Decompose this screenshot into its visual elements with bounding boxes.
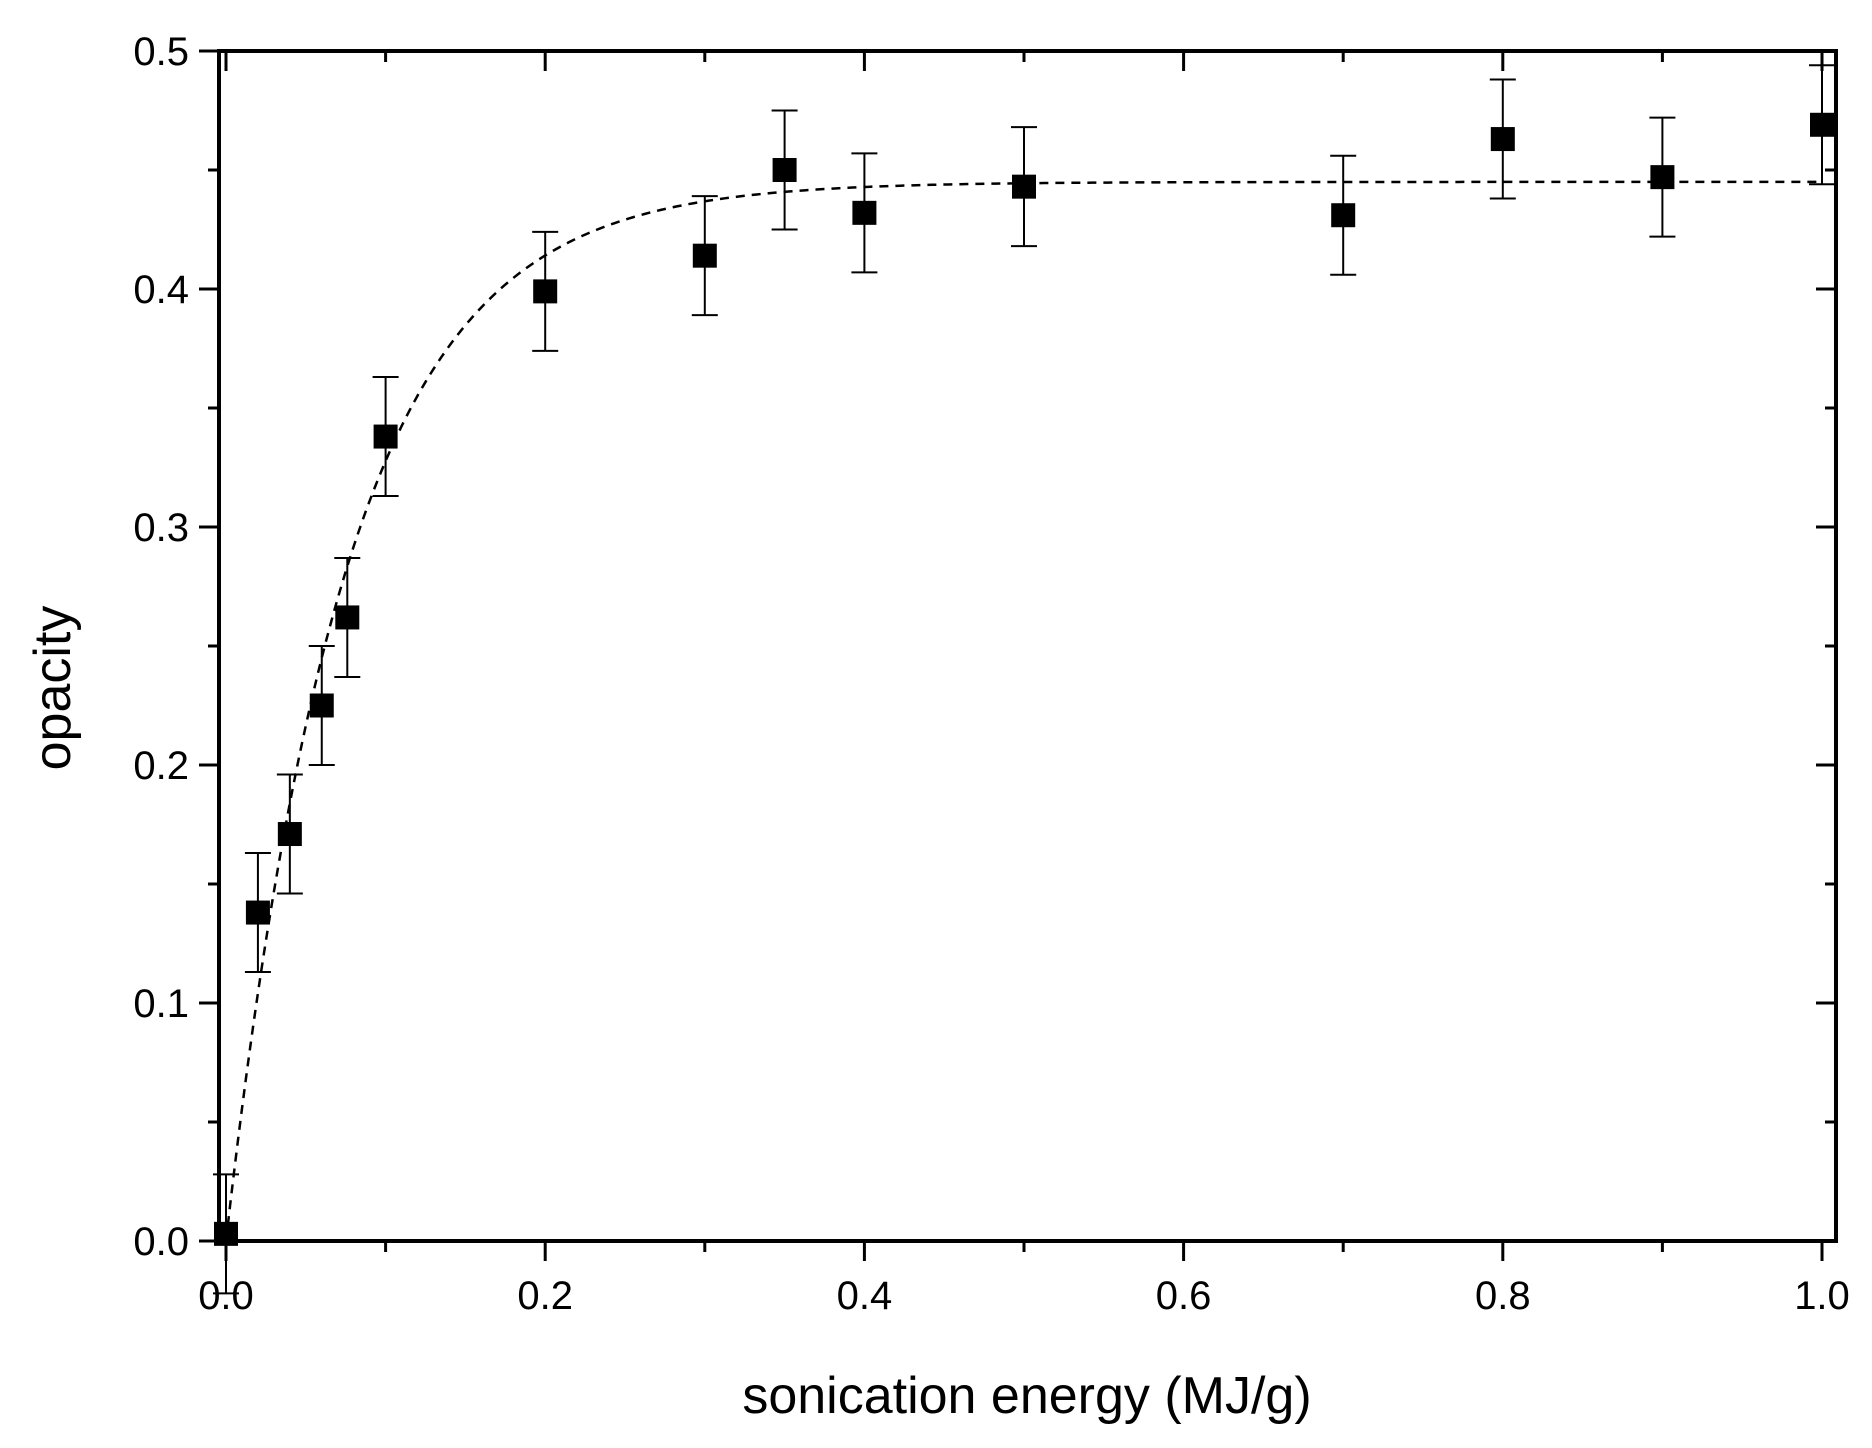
y-tick-label: 0.2 (133, 744, 189, 788)
data-point (309, 693, 334, 718)
y-axis-title: opacity (24, 606, 82, 771)
data-point (692, 243, 717, 268)
x-tick-label: 0.6 (1156, 1274, 1212, 1318)
data-point (1650, 165, 1675, 190)
fit-layer (224, 180, 1822, 1242)
data-point (214, 1221, 238, 1246)
data-point (277, 822, 302, 847)
x-tick-label: 1.0 (1794, 1274, 1850, 1318)
y-tick-label: 0.0 (133, 1220, 189, 1264)
y-tick-label: 0.1 (133, 982, 189, 1026)
data-point (852, 200, 877, 225)
fit-curve (224, 180, 1822, 1242)
data-point (1012, 174, 1036, 199)
y-tick-label: 0.4 (133, 268, 189, 312)
y-tick-label: 0.5 (133, 30, 189, 74)
data-point (1490, 127, 1515, 152)
data-point (1810, 112, 1834, 137)
y-axis-ticks: 0.0 0.1 0.2 0.3 0.4 0.5 (133, 30, 1836, 1264)
data-point (1331, 203, 1356, 228)
data-point (533, 279, 558, 304)
plot-frame (217, 49, 1838, 1243)
data-point (772, 158, 797, 182)
x-tick-label: 0.4 (837, 1274, 893, 1318)
x-tick-label: 0.2 (517, 1274, 573, 1318)
data-point (335, 605, 360, 630)
data-point (373, 424, 398, 449)
y-tick-label: 0.3 (133, 506, 189, 550)
x-tick-label: 0.8 (1475, 1274, 1531, 1318)
error-bars (213, 64, 1835, 1295)
x-axis-title: sonication energy (MJ/g) (742, 1367, 1311, 1425)
x-axis-ticks: 0.0 0.2 0.4 0.6 0.8 1.0 (198, 51, 1850, 1318)
data-points (214, 112, 1834, 1246)
data-point (245, 900, 270, 925)
